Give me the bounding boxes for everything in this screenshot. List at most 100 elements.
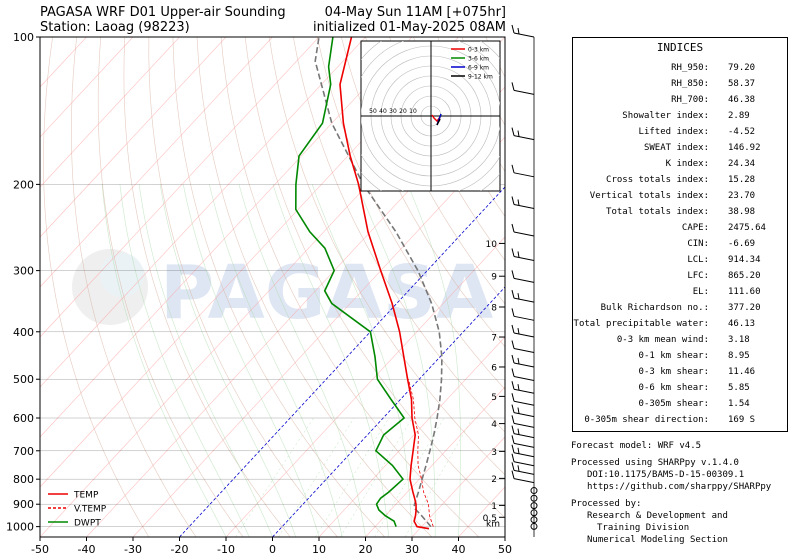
height-axis: 10 9 8 7 6 5 4 3 2 1 0.5km [483, 240, 505, 529]
index-label: Lifted index: [638, 127, 709, 137]
index-value: -6.69 [728, 239, 756, 249]
x-tick-label: 30 [405, 543, 419, 556]
org-line-1: Research & Development and [587, 511, 728, 521]
hodograph-trace-9-12km [436, 118, 441, 126]
index-row: Total precipitable water: 46.13 [573, 316, 787, 332]
moist-adiabat [101, 184, 227, 537]
index-value: 5.85 [728, 383, 750, 393]
height-tick-label: 3 [491, 448, 497, 458]
height-tick-label: 8 [491, 304, 497, 314]
index-label: CAPE: [681, 223, 709, 233]
height-tick-label: 2 [491, 475, 497, 485]
dry-adiabat [268, 37, 505, 476]
legend-label: DWPT [74, 519, 101, 529]
index-value: 2.89 [728, 111, 750, 121]
index-label: RH_850: [671, 79, 709, 89]
index-value: 11.46 [728, 367, 756, 377]
doi-text: DOI:10.1175/BAMS-D-15-00309.1 [587, 470, 745, 480]
virtual-temperature-trace [408, 379, 434, 527]
y-tick-label: 500 [13, 373, 34, 386]
valid-time: 04-May Sun 11AM [+075hr] initialized 01-… [313, 5, 506, 35]
wind-barb-staff [513, 442, 535, 448]
mixing-ratio-line [315, 417, 390, 537]
wind-barb-flag [511, 393, 515, 402]
dewpoint-trace [294, 37, 406, 527]
wind-barb-flag [511, 248, 515, 257]
index-value: 8.95 [728, 351, 750, 361]
wind-barb-staff [513, 388, 535, 394]
moist-adiabat [183, 184, 320, 537]
y-tick-label: 300 [13, 265, 34, 278]
wind-barb-staff [513, 452, 535, 458]
index-value: 146.92 [728, 143, 761, 153]
index-label: RH_700: [671, 95, 709, 105]
index-label: LCL: [687, 255, 709, 265]
parcel-trace [314, 37, 443, 528]
dry-adiabat [196, 37, 433, 537]
dry-adiabat [244, 37, 505, 519]
wind-barb-staff [513, 362, 535, 368]
isotherm [40, 37, 134, 138]
x-tick-label: 10 [312, 543, 326, 556]
dry-adiabat [341, 37, 505, 348]
index-label: Cross totals index: [606, 175, 709, 185]
index-label: K index: [665, 159, 709, 169]
index-label: 0-6 km shear: [638, 383, 709, 393]
wind-barb-flag [511, 381, 515, 390]
moist-adiabat [238, 184, 366, 537]
indices-table: RH_950: 79.20 RH_850: 58.37 RH_700: 46.38 Show… [573, 60, 787, 428]
isotherm [40, 37, 320, 338]
index-value: 79.20 [728, 63, 756, 73]
index-row: 0-305m shear direction: 169 S [573, 412, 787, 428]
y-tick-label: 700 [13, 445, 34, 458]
wind-barb-flag [511, 425, 515, 434]
index-row: 0-6 km shear: 5.85 [573, 380, 787, 396]
y-axis: 100 200 300 400 500 600 700 800 900 1000 [6, 31, 40, 534]
dry-adiabat [389, 37, 505, 261]
height-tick-label: 1 [491, 502, 497, 512]
wind-barb-flag [517, 447, 520, 454]
wind-barb-staff [513, 332, 535, 338]
isotherm [40, 37, 180, 188]
wind-barb-calm [530, 487, 538, 495]
wind-barb-flag [511, 354, 515, 364]
dry-adiabat [97, 37, 244, 537]
processing-info: Forecast model: WRF v4.5 Processed using… [571, 440, 801, 546]
moist-adiabat [356, 184, 436, 537]
height-tick-label: 7 [491, 334, 497, 344]
height-tick-label: 4 [491, 420, 497, 430]
index-value: 377.20 [728, 303, 761, 313]
x-tick-label: -20 [171, 543, 189, 556]
wind-barb-flag [517, 27, 520, 35]
wind-barb-staff [513, 172, 535, 178]
index-value: 3.18 [728, 335, 750, 345]
index-label: EL: [692, 287, 709, 297]
wind-barb-staff [513, 348, 535, 354]
isotherm [225, 236, 505, 537]
org-line-2: Training Division [597, 523, 690, 533]
wind-barb-flag [511, 453, 515, 462]
dry-adiabat [71, 37, 197, 537]
title-line-1: PAGASA WRF D01 Upper-air Sounding [40, 5, 286, 20]
y-tick-label: 800 [13, 473, 34, 486]
index-label: Showalter index: [622, 111, 709, 121]
index-value: 2475.64 [728, 223, 766, 233]
wind-barb-flag [511, 435, 515, 444]
index-value: 38.98 [728, 207, 756, 217]
x-tick-label: 20 [359, 543, 373, 556]
forecast-model: Forecast model: WRF v4.5 [571, 441, 702, 451]
wind-barbs [511, 24, 538, 537]
index-row: 0-305m shear: 1.54 [573, 396, 787, 412]
index-row: Vertical totals index: 23.70 [573, 188, 787, 204]
moist-adiabat [311, 184, 413, 537]
wind-barb-flag [511, 324, 515, 334]
mixing-ratio-line [235, 417, 314, 537]
index-value: 58.37 [728, 79, 756, 89]
x-tick-label: 40 [452, 543, 466, 556]
index-value: 1.54 [728, 399, 750, 409]
index-value: 111.60 [728, 287, 761, 297]
wind-barb-flag [511, 164, 515, 173]
dry-adiabat [317, 37, 505, 390]
wind-barb-flag [511, 127, 515, 136]
index-label: LFC: [687, 271, 709, 281]
